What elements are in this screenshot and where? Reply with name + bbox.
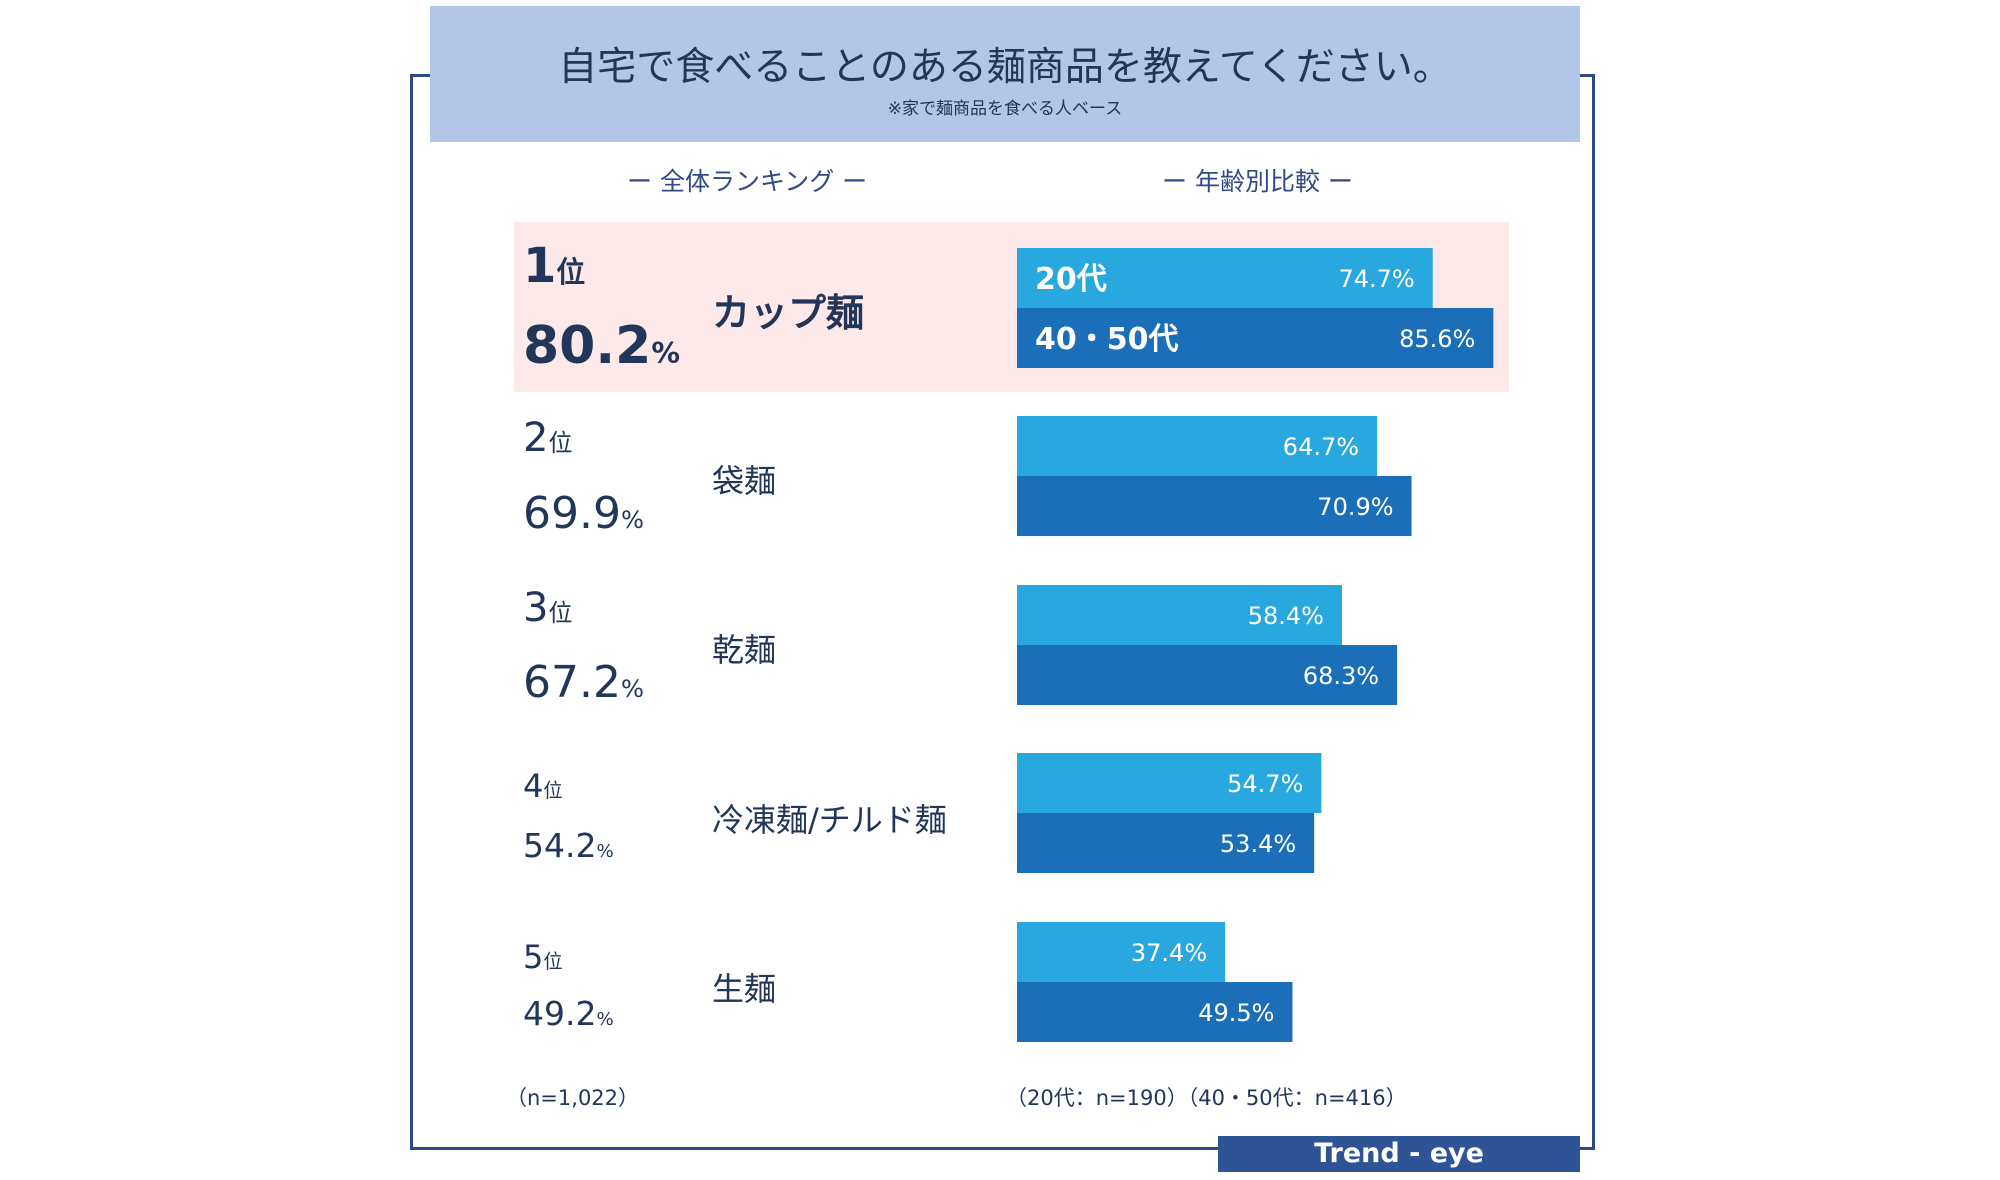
bar-age20s-1	[1017, 248, 1433, 308]
rank-5: 5位	[523, 938, 563, 976]
bar-label-age20s-5: 37.4%	[1131, 939, 1207, 967]
bar-label-age40s50s-4: 53.4%	[1220, 830, 1296, 858]
rank-2-percent: 69.9%	[523, 488, 644, 539]
bar-age40s50s-1	[1017, 308, 1494, 368]
chart-subtitle: ※家で麺商品を食べる人ベース	[887, 99, 1123, 119]
bar-label-age20s-4: 54.7%	[1227, 770, 1303, 798]
rank-1-percent: 80.2%	[523, 316, 680, 376]
bar-label-age40s50s-3: 68.3%	[1303, 662, 1379, 690]
bar-age40s50s-3	[1017, 645, 1398, 705]
chart-title: 自宅で食べることのある麺商品を教えてください。	[558, 45, 1452, 90]
bar-label-age40s50s-1: 85.6%	[1399, 325, 1475, 353]
rank-4: 4位	[523, 767, 563, 805]
rank-1: 1位	[523, 238, 586, 294]
rank-4-percent: 54.2%	[523, 826, 614, 865]
series-name-age40s50s: 40・50代	[1035, 322, 1179, 357]
bar-age40s50s-4	[1017, 813, 1315, 873]
bar-label-age20s-2: 64.7%	[1283, 433, 1359, 461]
product-1: カップ麺	[712, 291, 865, 335]
product-5: 生麺	[712, 970, 777, 1008]
bar-age20s-4	[1017, 753, 1322, 813]
product-3: 乾麺	[712, 631, 777, 669]
sample-size-age: （20代：n=190）（40・50代：n=416）	[1006, 1086, 1407, 1110]
product-4: 冷凍麺/チルド麺	[712, 801, 947, 839]
section-overall-ranking: ー 全体ランキング ー	[627, 167, 868, 196]
bar-age20s-3	[1017, 585, 1342, 645]
bar-label-age40s50s-2: 70.9%	[1317, 493, 1393, 521]
product-2: 袋麺	[712, 462, 777, 500]
bar-label-age40s50s-5: 49.5%	[1198, 999, 1274, 1027]
title-banner: 自宅で食べることのある麺商品を教えてください。 ※家で麺商品を食べる人ベース	[430, 6, 1580, 142]
sample-size-overall: （n=1,022）	[506, 1086, 640, 1110]
section-age-comparison: ー 年齢別比較 ー	[1162, 167, 1353, 196]
brand-badge: Trend - eye	[1218, 1136, 1580, 1172]
rank-3: 3位	[523, 585, 573, 631]
bar-age40s50s-2	[1017, 476, 1412, 536]
bar-age20s-2	[1017, 416, 1378, 476]
rank-5-percent: 49.2%	[523, 994, 614, 1033]
bar-age20s-5	[1017, 922, 1226, 982]
bar-label-age20s-1: 74.7%	[1338, 265, 1414, 293]
bar-label-age20s-3: 58.4%	[1248, 602, 1324, 630]
rank-3-percent: 67.2%	[523, 657, 644, 708]
series-name-age20s: 20代	[1035, 262, 1107, 297]
rank-2: 2位	[523, 415, 573, 461]
bar-age40s50s-5	[1017, 982, 1293, 1042]
